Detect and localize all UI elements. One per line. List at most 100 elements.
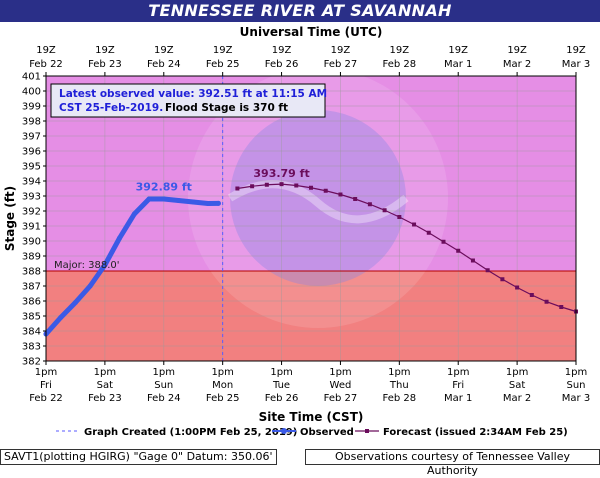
hydrograph-chart: 382 383 384 385 386 387 388 389 390 391 392 393 394 3… — [3, 25, 590, 438]
legend-observed-marker — [281, 428, 287, 434]
legend-forecast-marker — [365, 429, 369, 433]
x-tick-label-weekday: Sun — [566, 380, 585, 391]
top-tick-label-utc: 19Z — [331, 45, 351, 56]
forecast-point — [470, 258, 475, 263]
forecast-point — [500, 277, 505, 282]
observed-point — [190, 199, 196, 205]
y-tick-label: 387 — [22, 282, 41, 293]
top-tick-label-date: Mar 2 — [503, 59, 531, 70]
y-tick-label: 400 — [22, 87, 41, 98]
observed-point — [161, 196, 167, 202]
top-tick-label-utc: 19Z — [213, 45, 233, 56]
x-tick-label-time: 1pm — [506, 367, 528, 378]
y-tick-label: 389 — [22, 252, 41, 263]
top-tick-label-date: Mar 3 — [562, 59, 590, 70]
forecast-point — [529, 293, 534, 297]
forecast-point — [515, 285, 520, 290]
x-tick-label-date: Mar 2 — [503, 393, 531, 404]
y-tick-label: 396 — [22, 147, 41, 158]
major-flood-label: Major: 388.0' — [54, 260, 120, 271]
y-tick-label: 401 — [22, 72, 41, 83]
forecast-point — [294, 183, 299, 188]
x-tick-label-date: Feb 24 — [147, 393, 181, 404]
chart-title: TENNESSEE RIVER AT SAVANNAH — [0, 0, 600, 22]
top-tick-label-date: Feb 26 — [265, 59, 299, 70]
forecast-point — [309, 185, 313, 190]
x-tick-label-weekday: Thu — [389, 380, 409, 391]
forecast-point — [441, 239, 446, 244]
x-tick-label-date: Mar 3 — [562, 393, 590, 404]
y-tick-label: 397 — [22, 132, 41, 143]
x-tick-label-date: Feb 26 — [265, 393, 299, 404]
forecast-point — [323, 188, 328, 193]
x-tick-label-weekday: Fri — [452, 380, 464, 391]
x-tick-label-time: 1pm — [388, 367, 410, 378]
forecast-point — [264, 182, 269, 187]
forecast-point — [279, 182, 284, 187]
noaa-watermark-ring — [188, 68, 448, 328]
forecast-series-line — [237, 183, 577, 313]
x-tick-label-weekday: Sun — [154, 380, 173, 391]
x-tick-label-date: Mar 1 — [444, 393, 472, 404]
observed-point — [205, 201, 211, 206]
observed-point — [146, 196, 152, 202]
y-tick-label: 398 — [22, 117, 41, 128]
y-tick-label: 382 — [22, 357, 41, 368]
x-tick-label-date: Feb 23 — [88, 393, 122, 404]
top-tick-label-utc: 19Z — [272, 45, 292, 56]
y-tick-label: 399 — [22, 102, 41, 113]
info-latest-observed: Latest observed value: 392.51 ft at 11:1… — [59, 88, 327, 100]
top-tick-label-date: Mar 1 — [444, 59, 472, 70]
x-tick-label-weekday: Sat — [509, 380, 525, 391]
top-tick-label-date: Feb 25 — [206, 59, 240, 70]
observed-point — [215, 200, 221, 206]
y-tick-label: 393 — [22, 192, 41, 203]
plot-border — [45, 75, 577, 362]
forecast-point — [412, 222, 417, 227]
forecast-point — [367, 202, 372, 207]
observed-point — [87, 283, 93, 289]
forecast-point — [250, 184, 255, 189]
top-tick-label-utc: 19Z — [566, 45, 586, 56]
x-tick-label-time: 1pm — [447, 367, 469, 378]
x-tick-label-time: 1pm — [94, 367, 116, 378]
observed-point — [117, 235, 123, 241]
top-tick-label-date: Feb 22 — [29, 59, 63, 70]
forecast-point — [426, 230, 431, 235]
x-tick-label-date: Feb 27 — [324, 393, 358, 404]
legend-observed-label: Observed — [300, 427, 354, 438]
y-tick-label: 390 — [22, 237, 41, 248]
x-tick-label-date: Feb 22 — [29, 393, 63, 404]
y-tick-label: 385 — [22, 312, 41, 323]
top-tick-label-date: Feb 23 — [88, 59, 122, 70]
x-tick-label-date: Feb 25 — [206, 393, 240, 404]
observed-point — [58, 315, 64, 320]
y-tick-label: 384 — [22, 327, 41, 338]
info-flood-stage: Flood Stage is 370 ft — [165, 102, 288, 114]
y-tick-label: 392 — [22, 207, 41, 218]
x-tick-label-time: 1pm — [211, 367, 233, 378]
datum-footer: SAVT1(plotting HGIRG) "Gage 0" Datum: 35… — [0, 449, 277, 465]
observed-point — [131, 211, 137, 217]
top-tick-label-date: Feb 28 — [383, 59, 417, 70]
observed-point — [176, 198, 181, 203]
forecast-point — [559, 305, 564, 309]
x-axis-title: Site Time (CST) — [259, 410, 364, 424]
y-axis-title: Stage (ft) — [3, 186, 17, 251]
y-tick-label: 388 — [22, 267, 41, 278]
y-tick-label: 391 — [22, 222, 41, 233]
observed-point — [102, 262, 108, 268]
top-tick-label-utc: 19Z — [448, 45, 468, 56]
y-tick-label: 395 — [22, 162, 41, 173]
forecast-point — [235, 186, 240, 191]
info-observed-time: CST 25-Feb-2019. — [59, 102, 163, 114]
forecast-point — [397, 215, 402, 219]
x-tick-label-time: 1pm — [329, 367, 351, 378]
legend-created-label: Graph Created (1:00PM Feb 25, 2019) — [84, 427, 297, 438]
top-tick-label-date: Feb 24 — [147, 59, 181, 70]
observed-point — [72, 300, 78, 305]
x-tick-label-time: 1pm — [153, 367, 175, 378]
forecast-peak-label: 393.79 ft — [253, 167, 309, 180]
forecast-point — [338, 192, 343, 197]
top-tick-label-date: Feb 27 — [324, 59, 358, 70]
